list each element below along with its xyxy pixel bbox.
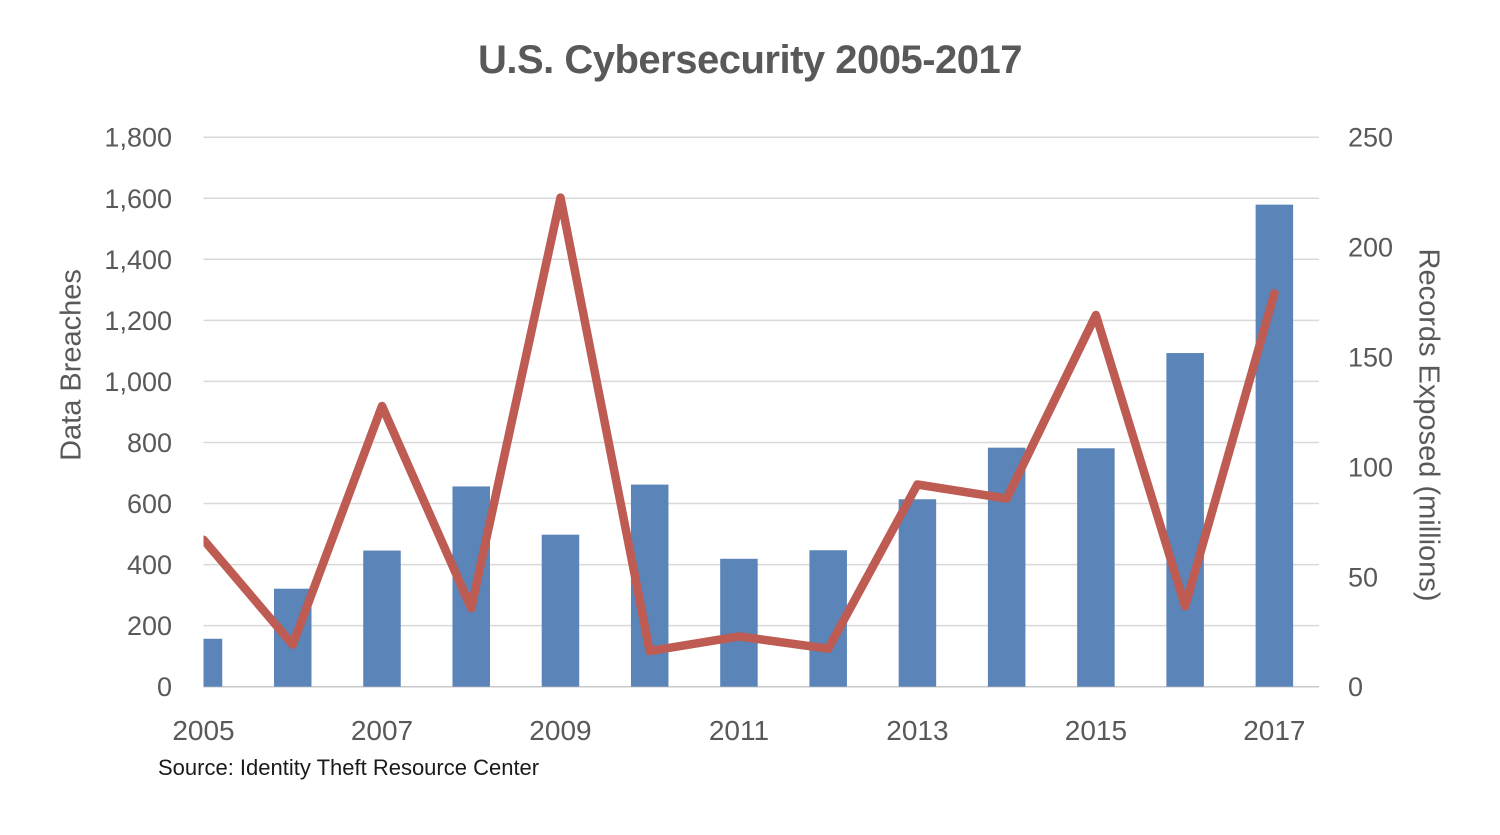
right-tick-label: 50 xyxy=(1348,562,1378,592)
source-note: Source: Identity Theft Resource Center xyxy=(158,755,540,780)
right-axis-tick-labels: 0 50 100 150 200 250 xyxy=(1348,123,1393,703)
right-tick-label: 100 xyxy=(1348,452,1393,482)
left-tick-label: 600 xyxy=(127,489,172,519)
x-tick-label-2011: 2011 xyxy=(709,715,769,746)
records-exposed-line xyxy=(203,193,1279,656)
left-axis-tick-labels: 0 200 400 600 800 1,000 1,200 1,400 1,600 1,800 xyxy=(104,123,172,703)
bar-2016 xyxy=(1166,353,1204,687)
left-tick-label: 1,200 xyxy=(104,306,172,336)
left-tick-label: 200 xyxy=(127,611,172,641)
bar-2013 xyxy=(898,499,937,687)
left-tick-label: 0 xyxy=(157,672,172,702)
right-tick-label: 0 xyxy=(1348,672,1363,702)
chart-title: U.S. Cybersecurity 2005-2017 xyxy=(477,38,1023,82)
x-tick-label-2017: 2017 xyxy=(1243,715,1305,746)
bar-2007 xyxy=(363,550,401,687)
bar-series xyxy=(203,204,1294,687)
left-tick-label: 1,400 xyxy=(104,245,172,275)
bar-2009 xyxy=(541,534,580,687)
left-tick-label: 400 xyxy=(127,550,172,580)
x-tick-label-2013: 2013 xyxy=(886,715,948,746)
right-tick-label: 200 xyxy=(1348,233,1393,263)
bar-2017 xyxy=(1255,204,1294,687)
right-tick-label: 150 xyxy=(1348,343,1393,373)
bar-2011 xyxy=(720,558,758,687)
x-tick-label-2005: 2005 xyxy=(172,715,234,746)
x-tick-label-2015: 2015 xyxy=(1065,715,1127,746)
x-tick-label-2007: 2007 xyxy=(351,715,413,746)
bar-2014 xyxy=(987,447,1026,687)
bar-2005 xyxy=(203,638,223,687)
bar-2015 xyxy=(1077,448,1115,687)
left-tick-label: 1,000 xyxy=(104,367,172,397)
right-tick-label: 250 xyxy=(1348,123,1393,153)
x-tick-label-2009: 2009 xyxy=(529,715,591,746)
x-axis-tick-labels: 2005 2007 2009 2011 2013 2015 2017 xyxy=(172,715,1305,746)
line-series xyxy=(203,193,1279,656)
left-tick-label: 800 xyxy=(127,428,172,458)
left-tick-label: 1,600 xyxy=(104,184,172,214)
left-tick-label: 1,800 xyxy=(104,123,172,153)
